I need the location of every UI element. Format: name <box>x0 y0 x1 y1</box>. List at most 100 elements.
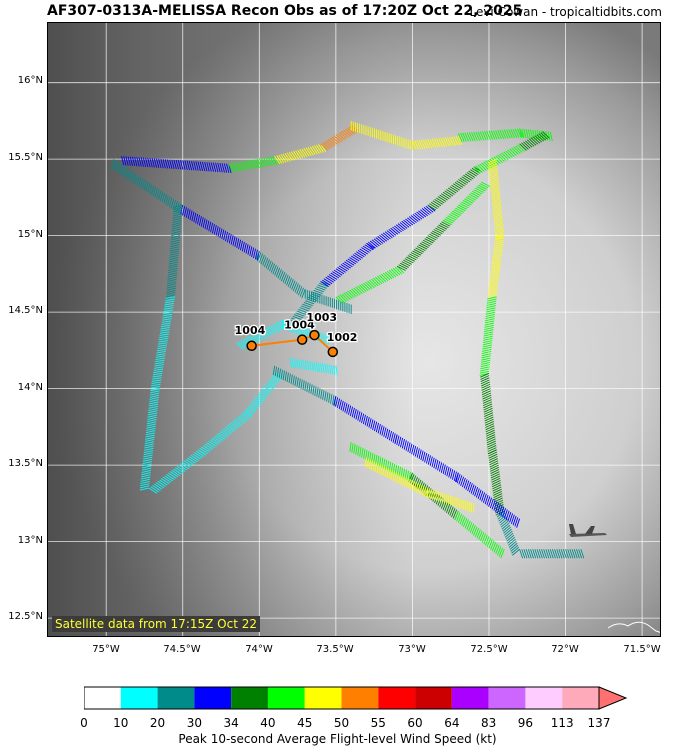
coastline <box>607 621 660 633</box>
colorbar-tick-label: 0 <box>80 716 88 730</box>
pressure-label: 1003 <box>306 311 337 324</box>
pressure-fix-marker <box>296 334 308 345</box>
track-segment <box>519 549 585 559</box>
colorbar-bin <box>267 687 305 709</box>
colorbar-tick-label: 113 <box>550 716 574 730</box>
c130-plane-icon <box>568 523 607 537</box>
colorbar-tick-label: 64 <box>444 716 460 730</box>
colorbar-extend-arrow <box>598 686 628 710</box>
colorbar-tick-label: 60 <box>407 716 423 730</box>
colorbar-bin <box>451 687 489 709</box>
track-segment <box>272 365 337 406</box>
lat-tick-13: 13°N <box>17 535 43 546</box>
track-segment <box>364 457 429 498</box>
lon-tick-72-5: 72.5°W <box>470 644 508 655</box>
colorbar-tick-label: 20 <box>149 716 166 730</box>
wind-speed-colorbar <box>84 686 628 710</box>
track-segment <box>487 235 505 300</box>
pressure-fix-marker <box>327 346 339 358</box>
lon-tick-74: 74°W <box>245 644 273 655</box>
lat-tick-16: 16°N <box>17 75 43 86</box>
colorbar-tick-label: 10 <box>113 716 129 730</box>
colorbar-bin <box>84 687 121 709</box>
colorbar-bin <box>304 687 342 709</box>
track-segment <box>335 265 405 304</box>
credit-text: Levi Cowan - tropicaltidbits.com <box>469 5 662 19</box>
colorbar-tick-label: 45 <box>297 716 313 730</box>
colorbar-bin <box>341 687 379 709</box>
colorbar-bin <box>378 687 416 709</box>
track-segment <box>350 120 413 151</box>
colorbar-tick-label: 55 <box>370 716 386 730</box>
track-segment <box>412 136 463 150</box>
track-segment <box>304 289 352 314</box>
track-segment <box>496 510 520 556</box>
track-segment <box>110 159 184 215</box>
track-segment <box>274 143 327 165</box>
lat-tick-12-5: 12.5°N <box>8 611 43 622</box>
lon-tick-74-5: 74.5°W <box>163 644 201 655</box>
pressure-label: 1004 <box>235 324 266 337</box>
track-segment <box>427 488 475 513</box>
track-segment <box>197 411 253 456</box>
track-segment <box>121 155 232 174</box>
lat-lon-grid <box>48 23 660 636</box>
lon-tick-73-5: 73.5°W <box>316 644 354 655</box>
track-segment <box>289 281 330 324</box>
lon-tick-72: 72°W <box>551 644 579 655</box>
pressure-fix-marker <box>309 329 320 341</box>
track-segment <box>243 372 284 416</box>
lat-tick-13-5: 13.5°N <box>8 458 43 469</box>
track-segment <box>454 472 521 528</box>
satellite-time-label: Satellite data from 17:15Z Oct 22 <box>52 616 260 632</box>
center-fix-track <box>251 333 334 353</box>
lat-tick-14-5: 14.5°N <box>8 305 43 316</box>
colorbar-bin <box>488 687 526 709</box>
colorbar-tick-label: 83 <box>481 716 497 730</box>
lon-tick-73: 73°W <box>398 644 426 655</box>
colorbar-bin <box>415 687 452 709</box>
track-segment <box>228 155 280 173</box>
track-segment <box>320 242 375 287</box>
track-segment <box>519 131 550 151</box>
track-segment <box>427 166 482 211</box>
track-segment <box>394 434 459 483</box>
track-segment <box>255 250 306 299</box>
lon-tick-75: 75°W <box>92 644 120 655</box>
colorbar-tick-label: 40 <box>260 716 276 730</box>
colorbar-title: Peak 10-second Average Flight-level Wind… <box>178 732 497 746</box>
pressure-label: 1002 <box>327 331 358 344</box>
track-segment <box>180 204 260 261</box>
colorbar-bin <box>525 687 563 709</box>
track-segment <box>150 296 176 391</box>
track-segment <box>479 296 497 376</box>
map-title: AF307-0313A-MELISSA Recon Obs as of 17:2… <box>47 3 523 19</box>
track-segment <box>442 181 491 225</box>
map-panel: 1004 1004 1003 1002 Satellite data from 17:… <box>47 22 661 637</box>
colorbar-bin <box>231 687 268 709</box>
colorbar-bin <box>120 687 158 709</box>
colorbar-tick-label: 96 <box>517 716 534 730</box>
lat-tick-15-5: 15.5°N <box>8 152 43 163</box>
track-segment <box>139 388 160 491</box>
lat-tick-14: 14°N <box>17 382 43 393</box>
colorbar-tick-label: 34 <box>223 716 239 730</box>
track-segment <box>457 128 524 143</box>
colorbar-bin <box>562 687 599 709</box>
colorbar-bin <box>194 687 232 709</box>
track-segment <box>289 357 338 376</box>
lon-tick-71-5: 71.5°W <box>623 644 661 655</box>
colorbar-tick-label: 137 <box>587 716 611 730</box>
track-segment <box>396 219 452 271</box>
colorbar-tick-label: 30 <box>186 716 202 730</box>
satellite-dark-edge <box>48 23 660 636</box>
track-segment <box>473 143 527 174</box>
track-segment <box>349 442 413 483</box>
track-segment <box>165 204 183 300</box>
colorbar-bin <box>157 687 195 709</box>
colorbar-tick-label: 50 <box>333 716 350 730</box>
track-segment <box>480 372 497 455</box>
pressure-fix-marker <box>246 340 257 352</box>
